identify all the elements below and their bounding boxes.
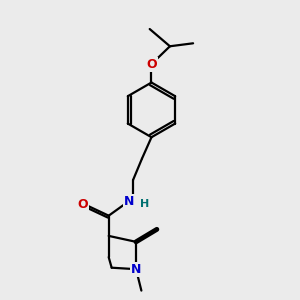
Text: N: N — [124, 195, 135, 208]
Text: O: O — [78, 199, 88, 212]
Text: H: H — [140, 199, 149, 209]
Text: O: O — [146, 58, 157, 70]
Text: N: N — [131, 263, 141, 276]
